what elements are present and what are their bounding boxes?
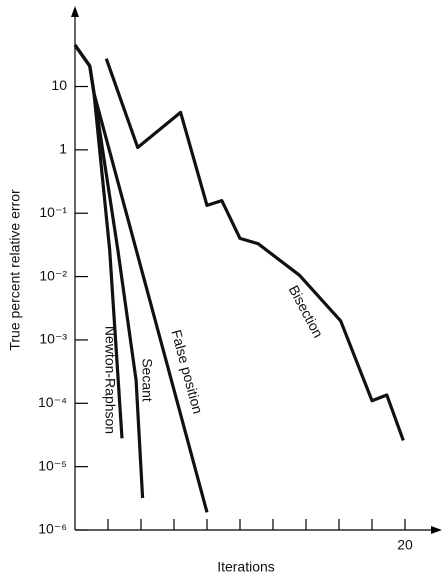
series-label: Newton-Raphson xyxy=(102,326,118,434)
y-tick-label: 10⁻⁴ xyxy=(38,394,67,410)
series-label: False position xyxy=(168,328,206,416)
y-tick-label: 10 xyxy=(51,77,67,93)
y-tick-label: 1 xyxy=(59,141,67,157)
x-axis-title: Iterations xyxy=(217,559,275,575)
series-label: Secant xyxy=(139,358,155,402)
y-axis-arrow xyxy=(71,6,79,17)
x-tick-label: 20 xyxy=(397,537,413,553)
series-line xyxy=(104,58,405,441)
y-axis-title: True percent relative error xyxy=(7,189,23,351)
y-tick-label: 10⁻³ xyxy=(39,331,67,347)
series-label: Bisection xyxy=(286,283,327,341)
y-tick-label: 10⁻⁶ xyxy=(38,521,67,537)
y-tick-label: 10⁻⁵ xyxy=(38,457,67,473)
y-tick-label: 10⁻² xyxy=(39,267,67,283)
y-tick-label: 10⁻¹ xyxy=(39,204,67,220)
series-line xyxy=(73,44,209,513)
x-axis-arrow xyxy=(431,526,442,534)
